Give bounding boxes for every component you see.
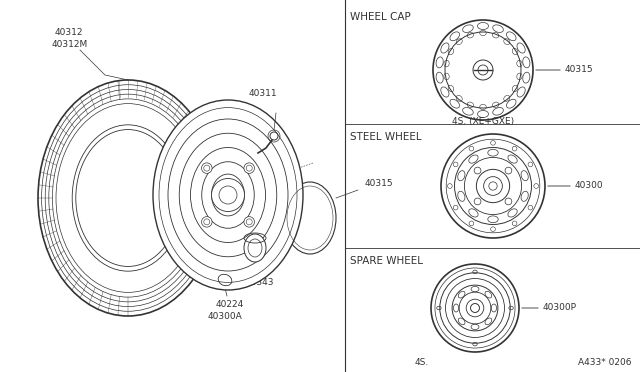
Text: 40300A: 40300A — [207, 312, 243, 321]
Circle shape — [474, 167, 481, 174]
Text: 40343: 40343 — [246, 278, 275, 287]
Ellipse shape — [244, 234, 266, 262]
Circle shape — [505, 167, 512, 174]
Text: A433* 0206: A433* 0206 — [579, 358, 632, 367]
Text: WHEEL CAP: WHEEL CAP — [350, 12, 411, 22]
Text: 4S.: 4S. — [415, 358, 429, 367]
Circle shape — [221, 187, 236, 202]
Ellipse shape — [38, 80, 218, 316]
Text: 40300P: 40300P — [543, 304, 577, 312]
Text: STEEL WHEEL: STEEL WHEEL — [350, 132, 422, 142]
Circle shape — [202, 217, 212, 227]
Text: 40315: 40315 — [365, 179, 394, 187]
Text: 4S. (XE+GXE): 4S. (XE+GXE) — [452, 117, 514, 126]
Text: SPARE WHEEL: SPARE WHEEL — [350, 256, 423, 266]
Ellipse shape — [153, 100, 303, 290]
Circle shape — [244, 163, 255, 173]
Text: 40312M: 40312M — [52, 40, 88, 49]
Circle shape — [474, 198, 481, 205]
Text: 40300: 40300 — [575, 182, 604, 190]
Circle shape — [211, 179, 244, 212]
Text: 40224: 40224 — [216, 300, 244, 309]
Circle shape — [244, 217, 255, 227]
Text: 40300: 40300 — [165, 148, 194, 157]
Circle shape — [470, 304, 479, 312]
Text: 40312: 40312 — [55, 28, 83, 37]
Text: 40311: 40311 — [249, 89, 277, 98]
Circle shape — [505, 198, 512, 205]
Ellipse shape — [284, 182, 336, 254]
Text: 40300P: 40300P — [162, 160, 196, 169]
Circle shape — [202, 163, 212, 173]
Text: 40315: 40315 — [565, 65, 594, 74]
